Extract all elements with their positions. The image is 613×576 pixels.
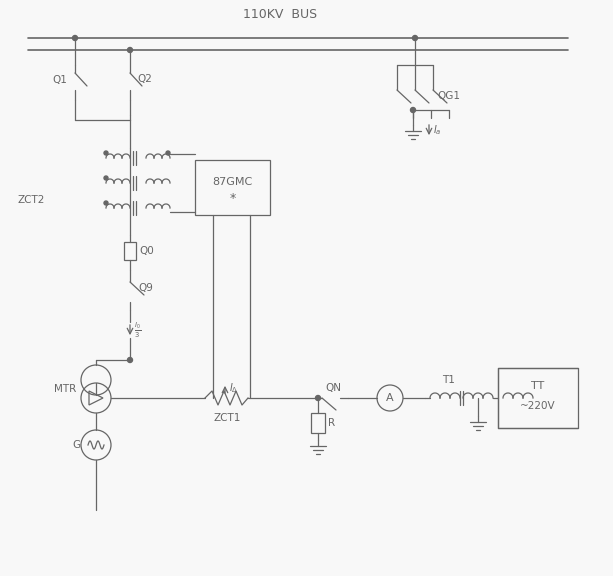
Text: QN: QN [325, 383, 341, 393]
Circle shape [166, 151, 170, 155]
Text: A: A [386, 393, 394, 403]
Circle shape [316, 396, 321, 400]
Text: Q9: Q9 [138, 283, 153, 293]
Text: Q2: Q2 [137, 74, 152, 84]
Circle shape [413, 36, 417, 40]
Bar [311, 413, 325, 433]
Circle shape [104, 151, 108, 155]
Text: QG1: QG1 [437, 91, 460, 101]
Text: ~220V: ~220V [520, 401, 556, 411]
Circle shape [411, 108, 416, 112]
Circle shape [72, 36, 77, 40]
Text: ZCT2: ZCT2 [18, 195, 45, 205]
Text: $I_\Delta$: $I_\Delta$ [229, 381, 238, 395]
Text: 87GMC: 87GMC [212, 177, 253, 187]
Text: MTR: MTR [54, 384, 76, 394]
Text: *: * [229, 192, 235, 205]
Bar [195, 160, 270, 215]
Text: Q1: Q1 [52, 75, 67, 85]
Text: TT: TT [531, 381, 544, 391]
Bar [124, 242, 136, 260]
Circle shape [104, 201, 108, 205]
Text: R: R [328, 418, 335, 428]
Text: G: G [72, 440, 80, 450]
Text: Q0: Q0 [139, 246, 154, 256]
Circle shape [104, 176, 108, 180]
Circle shape [128, 47, 132, 52]
Circle shape [128, 358, 132, 362]
Text: ZCT1: ZCT1 [213, 413, 240, 423]
Text: T1: T1 [442, 375, 455, 385]
Text: $\frac{I_0}{3}$: $\frac{I_0}{3}$ [134, 320, 141, 340]
Bar [498, 368, 578, 428]
Text: $I_a$: $I_a$ [433, 123, 441, 137]
Text: 110KV  BUS: 110KV BUS [243, 9, 317, 21]
